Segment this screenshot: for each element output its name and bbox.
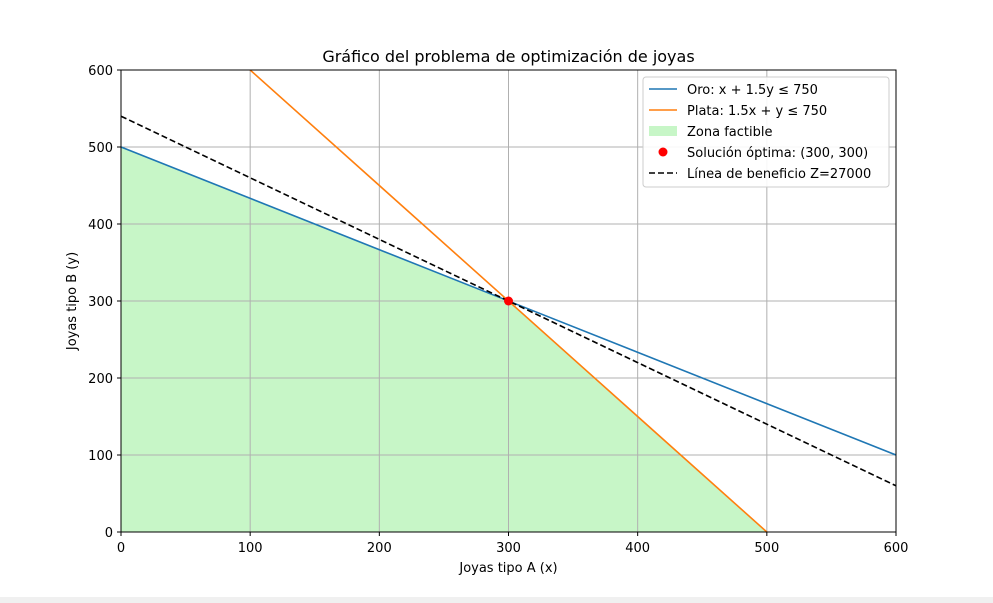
y-tick-label: 100 — [88, 449, 113, 464]
point-layer — [504, 296, 513, 306]
legend-entry-label: Zona factible — [687, 125, 772, 140]
x-tick-label: 600 — [884, 541, 909, 556]
x-tick-label: 500 — [754, 541, 779, 556]
legend: Oro: x + 1.5y ≤ 750 Plata: 1.5x + y ≤ 750… — [642, 76, 890, 188]
series-line-2 — [121, 115, 896, 487]
x-tick-label: 400 — [625, 541, 650, 556]
y-tick-label: 0 — [105, 526, 113, 541]
window-bottom-bar — [0, 597, 993, 603]
x-tick-label: 200 — [367, 541, 392, 556]
x-tick-label: 100 — [238, 541, 263, 556]
optimal-point — [504, 296, 513, 306]
chart-title: Gráfico del problema de optimización de … — [322, 47, 694, 66]
y-tick-label: 200 — [88, 372, 113, 387]
ticks-layer: 0 100 200 300 400 500 600 0 100 200 300 400 500 600 — [88, 64, 908, 556]
y-tick-label: 500 — [88, 141, 113, 156]
legend-swatch-region — [649, 126, 677, 136]
y-tick-label: 300 — [88, 295, 113, 310]
feasible-region-layer — [121, 147, 767, 532]
y-tick-label: 400 — [88, 218, 113, 233]
y-axis-label: Joyas tipo B (y) — [65, 252, 80, 351]
legend-entry-label: Solución óptima: (300, 300) — [687, 146, 868, 161]
x-tick-label: 300 — [496, 541, 521, 556]
y-tick-label: 600 — [88, 64, 113, 79]
legend-box — [642, 76, 890, 188]
legend-entry-label: Plata: 1.5x + y ≤ 750 — [687, 104, 827, 119]
x-axis-label: Joyas tipo A (x) — [458, 561, 557, 576]
feasible-region — [121, 147, 767, 532]
x-tick-label: 0 — [117, 541, 125, 556]
legend-entry-label: Línea de beneficio Z=27000 — [687, 167, 871, 182]
legend-entry-label: Oro: x + 1.5y ≤ 750 — [687, 83, 818, 98]
legend-swatch-point — [658, 147, 668, 157]
